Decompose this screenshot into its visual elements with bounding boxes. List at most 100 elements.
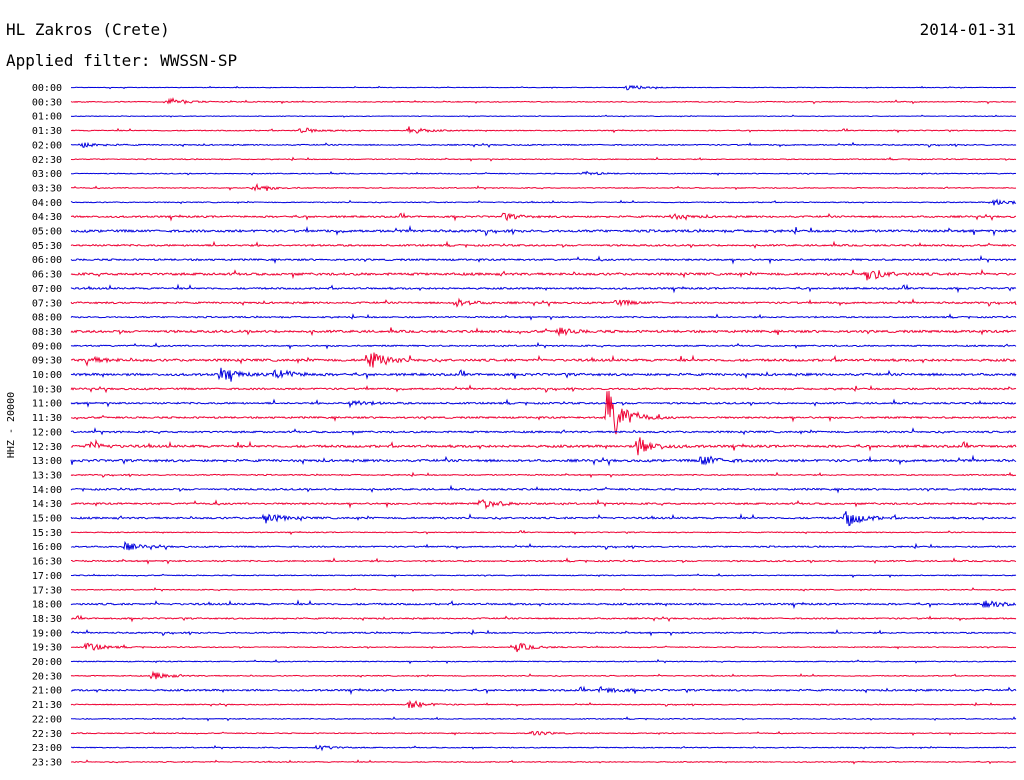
- row-time-label: 05:30: [32, 241, 62, 252]
- seismogram-trace: [70, 454, 1017, 467]
- row-time-label: 01:00: [32, 112, 62, 123]
- row-time-label: 05:00: [32, 227, 62, 238]
- row-time-label: 06:00: [32, 255, 62, 266]
- row-time-label: 02:30: [32, 155, 62, 166]
- row-time-label: 21:30: [32, 700, 62, 711]
- row-time-label: 15:00: [32, 514, 62, 525]
- seismogram-trace: [70, 642, 1017, 653]
- row-time-label: 16:30: [32, 557, 62, 568]
- seismogram-trace: [70, 254, 1017, 265]
- seismogram-trace: [70, 141, 1017, 148]
- row-time-label: 15:30: [32, 528, 62, 539]
- row-time-label: 09:30: [32, 356, 62, 367]
- seismogram-trace: [70, 437, 1017, 456]
- seismogram-trace: [70, 658, 1017, 665]
- row-time-label: 07:00: [32, 284, 62, 295]
- seismogram-trace: [70, 587, 1017, 592]
- row-time-label: 11:00: [32, 399, 62, 410]
- seismogram-trace: [70, 685, 1017, 696]
- seismogram-trace: [70, 390, 1017, 435]
- seismogram-trace: [70, 224, 1017, 237]
- row-time-label: 20:00: [32, 657, 62, 668]
- seismogram-trace: [70, 156, 1017, 162]
- row-time-label: 14:30: [32, 499, 62, 510]
- row-time-label: 13:00: [32, 456, 62, 467]
- row-time-label: 12:00: [32, 427, 62, 438]
- seismogram-trace: [70, 198, 1017, 206]
- row-time-label: 09:00: [32, 341, 62, 352]
- seismogram-trace: [70, 367, 1017, 382]
- seismogram-trace: [70, 327, 1017, 337]
- row-time-label: 21:00: [32, 686, 62, 697]
- seismogram-trace: [70, 699, 1017, 709]
- row-time-label: 07:30: [32, 298, 62, 309]
- row-time-label: 23:30: [32, 757, 62, 768]
- seismogram-trace: [70, 599, 1017, 610]
- row-time-label: 17:30: [32, 585, 62, 596]
- row-time-label: 22:30: [32, 729, 62, 740]
- row-time-label: 23:00: [32, 743, 62, 754]
- seismogram-trace: [70, 730, 1017, 736]
- seismogram-trace: [70, 297, 1017, 308]
- seismogram-trace: [70, 572, 1017, 579]
- row-time-label: 20:30: [32, 671, 62, 682]
- row-time-label: 12:30: [32, 442, 62, 453]
- row-time-label: 06:30: [32, 270, 62, 281]
- seismogram-trace: [70, 511, 1017, 527]
- seismogram-trace: [70, 628, 1017, 637]
- seismogram-trace: [70, 670, 1017, 680]
- seismogram-trace: [70, 398, 1017, 409]
- station-title: HL Zakros (Crete): [6, 20, 170, 39]
- seismogram-trace: [70, 484, 1017, 494]
- row-time-label: 03:30: [32, 183, 62, 194]
- seismogram-trace: [70, 341, 1017, 350]
- row-time-label: 11:30: [32, 413, 62, 424]
- seismogram-trace: [70, 427, 1017, 436]
- row-time-label: 22:00: [32, 714, 62, 725]
- row-time-label: 00:30: [32, 97, 62, 108]
- seismogram-trace: [70, 183, 1017, 192]
- seismogram-trace: [70, 759, 1017, 765]
- seismogram-trace: [70, 352, 1017, 368]
- row-time-label: 10:00: [32, 370, 62, 381]
- row-time-label: 19:30: [32, 643, 62, 654]
- row-time-label: 00:00: [32, 83, 62, 94]
- row-time-label: 02:00: [32, 140, 62, 151]
- seismogram-trace: [70, 97, 1017, 105]
- seismogram-trace: [70, 557, 1017, 565]
- seismogram-trace: [70, 498, 1017, 510]
- row-time-label: 16:00: [32, 542, 62, 553]
- seismogram-trace: [70, 614, 1017, 623]
- seismogram-trace: [71, 170, 1017, 176]
- row-time-label: 03:00: [32, 169, 62, 180]
- row-time-label: 18:00: [32, 600, 62, 611]
- seismogram-trace: [70, 313, 1017, 321]
- y-axis-label: HHZ - 20000: [6, 392, 17, 458]
- row-time-label: 19:00: [32, 628, 62, 639]
- seismogram-trace: [70, 84, 1017, 91]
- seismogram-trace: [70, 540, 1017, 551]
- seismogram-trace: [70, 240, 1017, 249]
- row-time-label: 08:30: [32, 327, 62, 338]
- row-time-label: 13:30: [32, 470, 62, 481]
- seismogram-trace: [70, 114, 1017, 118]
- row-time-label: 14:00: [32, 485, 62, 496]
- seismogram-trace: [70, 268, 1017, 281]
- row-time-label: 18:30: [32, 614, 62, 625]
- seismogram-trace: [70, 283, 1017, 294]
- row-time-label: 04:30: [32, 212, 62, 223]
- seismogram-trace: [70, 471, 1017, 479]
- row-time-label: 01:30: [32, 126, 62, 137]
- seismogram-trace: [70, 212, 1017, 222]
- date-label: 2014-01-31: [919, 20, 1016, 39]
- row-time-label: 08:00: [32, 313, 62, 324]
- filter-label: Applied filter: WWSSN-SP: [6, 51, 238, 70]
- row-time-label: 04:00: [32, 198, 62, 209]
- row-time-label: 17:00: [32, 571, 62, 582]
- seismogram-trace: [70, 384, 1017, 394]
- seismogram-trace: [70, 716, 1017, 722]
- row-time-label: 10:30: [32, 384, 62, 395]
- seismogram-trace: [70, 529, 1017, 536]
- seismogram-trace: [70, 126, 1017, 134]
- seismogram-trace: [70, 744, 1017, 752]
